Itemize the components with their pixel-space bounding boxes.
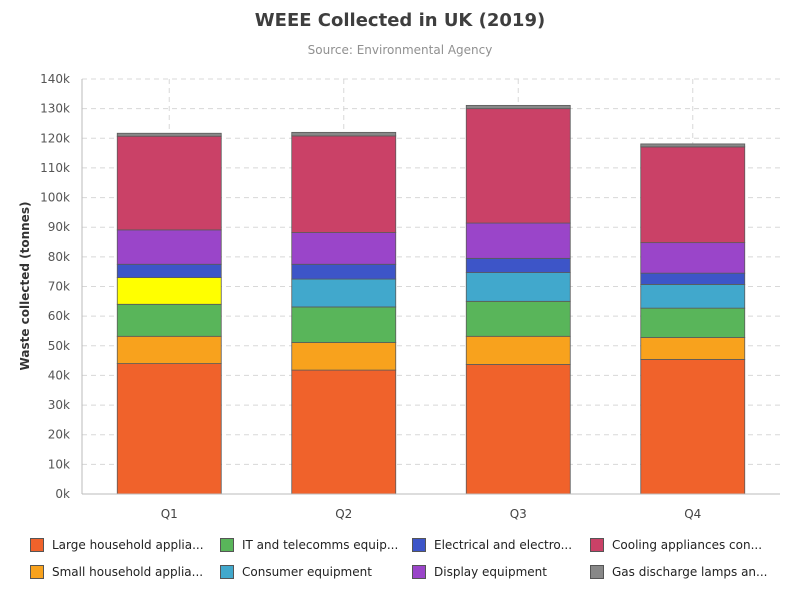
y-tick-label: 20k (48, 428, 70, 442)
bar-segment[interactable] (291, 131, 397, 137)
legend-item[interactable]: IT and telecomms equip... (220, 535, 398, 555)
bar-segment[interactable] (116, 335, 222, 364)
x-tick-label: Q3 (510, 507, 527, 521)
x-tick-label: Q4 (684, 507, 701, 521)
legend-label: Electrical and electro... (434, 538, 573, 552)
legend-item[interactable]: Small household applia... (30, 562, 203, 582)
legend-label: Cooling appliances con... (612, 538, 763, 552)
bar-segment[interactable] (640, 146, 746, 244)
legend-item[interactable]: Gas discharge lamps an... (590, 562, 767, 582)
bar-stacks (116, 104, 746, 495)
bar-segment[interactable] (640, 284, 746, 309)
y-tick-label: 50k (48, 339, 70, 353)
bar-segment[interactable] (465, 300, 571, 337)
bar-segment[interactable] (116, 363, 222, 495)
bar-segment[interactable] (116, 303, 222, 337)
legend-swatch (590, 565, 604, 579)
bar-segment[interactable] (116, 229, 222, 265)
legend-swatch (590, 538, 604, 552)
legend-item[interactable]: Electrical and electro... (412, 535, 572, 555)
bar-segment[interactable] (291, 369, 397, 495)
y-axis-title: Waste collected (tonnes) (18, 202, 32, 371)
bar-segment[interactable] (116, 277, 222, 305)
bar-segment[interactable] (116, 132, 222, 137)
bar-segment[interactable] (291, 342, 397, 371)
legend-swatch (220, 565, 234, 579)
legend-item[interactable]: Cooling appliances con... (590, 535, 762, 555)
bar-segment[interactable] (465, 364, 571, 495)
y-tick-label: 70k (48, 280, 70, 294)
y-tick-label: 100k (40, 191, 70, 205)
bar-segment[interactable] (291, 232, 397, 265)
bar-segment[interactable] (640, 272, 746, 285)
legend-item[interactable]: Large household applia... (30, 535, 204, 555)
y-tick-label: 130k (40, 102, 70, 116)
bar-segment[interactable] (465, 108, 571, 224)
bar-segment[interactable] (116, 263, 222, 279)
bar-segment[interactable] (291, 135, 397, 233)
bar-segment[interactable] (465, 257, 571, 273)
bar-segment[interactable] (291, 278, 397, 308)
legend-item[interactable]: Display equipment (412, 562, 547, 582)
bar-segment[interactable] (116, 135, 222, 231)
bar-segment[interactable] (291, 306, 397, 343)
y-tick-label: 80k (48, 250, 70, 264)
stacked-bar-chart: 0k 10k 20k 30k 40k 50k 60k 70k 80k 90k 100k 110k 120… (18, 72, 780, 521)
bar-segment[interactable] (465, 222, 571, 259)
bar-segment[interactable] (465, 272, 571, 302)
legend-label: Small household applia... (52, 565, 204, 579)
legend-label: IT and telecomms equip... (242, 538, 399, 552)
legend-swatch (30, 538, 44, 552)
x-tick-label: Q2 (335, 507, 352, 521)
y-tick-label: 60k (48, 309, 70, 323)
bar-segment[interactable] (465, 335, 571, 365)
bar-segment[interactable] (465, 104, 571, 110)
bar-segment[interactable] (640, 143, 746, 148)
chart-title: WEEE Collected in UK (2019) (254, 10, 546, 31)
legend-swatch (220, 538, 234, 552)
y-tick-label: 0k (55, 487, 70, 501)
y-tick-label: 30k (48, 398, 70, 412)
legend-item[interactable]: Consumer equipment (220, 562, 372, 582)
bar-segment[interactable] (640, 359, 746, 495)
bar-segment[interactable] (640, 307, 746, 338)
legend-swatch (30, 565, 44, 579)
legend-label: Large household applia... (52, 538, 204, 552)
x-tick-label: Q1 (161, 507, 178, 521)
chart-subtitle: Source: Environmental Agency (307, 43, 493, 57)
x-axis: Q1 Q2 Q3 Q4 (82, 493, 780, 521)
legend-swatch (412, 565, 426, 579)
y-tick-label: 40k (48, 368, 70, 382)
y-axis: 0k 10k 20k 30k 40k 50k 60k 70k 80k 90k 100k 110k 120… (40, 72, 83, 501)
legend-label: Consumer equipment (242, 565, 372, 579)
bar-segment[interactable] (291, 263, 397, 280)
y-tick-label: 140k (40, 72, 70, 86)
y-tick-label: 10k (48, 457, 70, 471)
legend-label: Display equipment (434, 565, 547, 579)
y-tick-label: 110k (40, 161, 70, 175)
legend-swatch (412, 538, 426, 552)
y-tick-label: 120k (40, 131, 70, 145)
bar-segment[interactable] (640, 337, 746, 360)
bar-segment[interactable] (640, 242, 746, 274)
legend-label: Gas discharge lamps an... (612, 565, 768, 579)
y-tick-label: 90k (48, 220, 70, 234)
